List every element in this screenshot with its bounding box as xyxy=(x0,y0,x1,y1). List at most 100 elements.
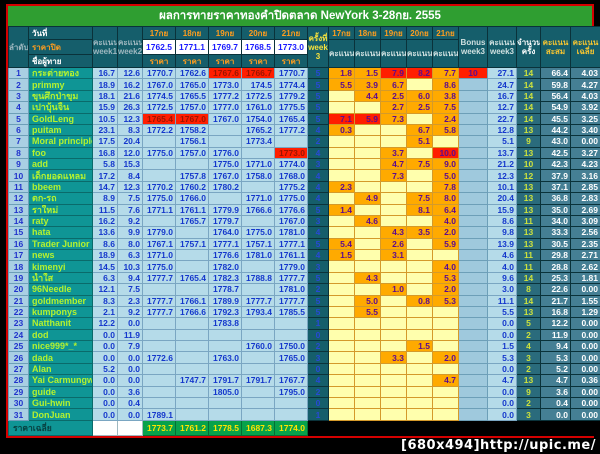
average-score-cell: 0.00 xyxy=(570,283,600,296)
day-score-cell xyxy=(406,248,433,262)
col-header-times: ครั้งที่ week 3 xyxy=(307,26,329,68)
price-cell xyxy=(142,385,176,398)
bonus-cell xyxy=(458,351,488,364)
col-header-name: ชื่อผู้ทาย xyxy=(28,54,93,68)
price-cell xyxy=(175,396,209,410)
total-score-cell: 42.5 xyxy=(540,146,571,160)
price-cell: 1781.0 xyxy=(241,248,275,262)
day-header: 18กย xyxy=(354,26,381,40)
count-cell: 11 xyxy=(516,214,541,228)
day-score-cell xyxy=(354,157,381,171)
count-cell: 13 xyxy=(516,374,541,387)
total-score-cell: 66.4 xyxy=(540,66,571,80)
bonus-cell xyxy=(458,385,488,398)
table-header: ลำดับ วันที่ คะแนน week1 คะแนน week2 17ก… xyxy=(8,26,600,68)
average-score-cell: 3.25 xyxy=(570,112,600,125)
name-cell: hata xyxy=(28,226,93,239)
price-cell: 1791.7 xyxy=(241,374,275,387)
day-score-cell xyxy=(354,374,381,387)
price-cell xyxy=(175,260,209,273)
no-cell: 22 xyxy=(8,305,29,319)
no-cell: 6 xyxy=(8,123,29,137)
day-score-cell xyxy=(328,294,355,307)
week1-score-cell: 0.0 xyxy=(92,385,118,398)
total-score-cell: 3.6 xyxy=(540,385,571,398)
week2-score-cell: 0.0 xyxy=(117,362,143,376)
price-cell xyxy=(142,169,176,182)
price-cell xyxy=(208,362,242,376)
count-cell: 9 xyxy=(516,135,541,148)
average-price-cell: 1778.5 xyxy=(208,420,242,436)
price-cell xyxy=(175,362,209,376)
average-score-cell: 0.36 xyxy=(570,374,600,387)
week3-score-cell: 21.2 xyxy=(487,157,517,171)
average-score-cell: 2.62 xyxy=(570,260,600,273)
total-score-cell: 42.3 xyxy=(540,157,571,171)
count-cell: 14 xyxy=(516,112,541,125)
close-price-cell: 1768.5 xyxy=(241,39,275,55)
price-cell: 1777.7 xyxy=(274,294,308,307)
price-label: ราคา xyxy=(241,54,275,68)
average-price-cell: 1773.7 xyxy=(142,420,176,436)
total-score-cell: 0.4 xyxy=(540,396,571,410)
times-cell: 5 xyxy=(307,112,329,125)
price-cell: 1776.6 xyxy=(274,203,308,216)
day-header: 17กย xyxy=(142,26,176,40)
price-cell: 1775.5 xyxy=(274,101,308,114)
day-header: 17กย xyxy=(328,26,355,40)
day-score-cell: 7.1 xyxy=(328,112,355,125)
total-score-cell: 44.2 xyxy=(540,123,571,137)
name-cell: Alan xyxy=(28,362,93,376)
page-title: ผลการทายราคาทองคำปิดตลาด NewYork 3-28กย.… xyxy=(8,6,592,26)
week3-score-cell: 5.5 xyxy=(487,305,517,319)
price-cell: 1774.0 xyxy=(274,157,308,171)
week2-score-cell: 16.2 xyxy=(117,78,143,91)
price-cell: 1776.0 xyxy=(208,146,242,160)
times-cell: 5 xyxy=(307,66,329,80)
week2-score-cell: 0.4 xyxy=(117,396,143,410)
average-score-cell: 4.27 xyxy=(570,78,600,91)
price-cell: 1763.0 xyxy=(208,351,242,364)
total-score-cell: 59.8 xyxy=(540,78,571,91)
name-cell: foo xyxy=(28,146,93,160)
day-score-cell: 2.6 xyxy=(380,237,407,251)
times-cell: 3 xyxy=(307,214,329,228)
price-cell xyxy=(175,385,209,398)
col-header-bonus: Bonus week3 xyxy=(458,26,488,68)
week1-score-cell: 8.6 xyxy=(92,237,118,251)
day-score-cell xyxy=(432,328,459,342)
count-cell: 14 xyxy=(516,101,541,114)
price-cell: 1777.7 xyxy=(274,271,308,285)
week3-score-cell: 15.9 xyxy=(487,203,517,216)
day-score-cell: 6.0 xyxy=(406,89,433,103)
price-cell: 1792.3 xyxy=(208,305,242,319)
week2-score-cell: 20.4 xyxy=(117,135,143,148)
price-cell: 1765.2 xyxy=(241,123,275,137)
count-cell: 2 xyxy=(516,396,541,410)
name-cell: bbeem xyxy=(28,180,93,194)
count-cell: 13 xyxy=(516,180,541,194)
price-cell: 1775.0 xyxy=(142,260,176,273)
day-score-cell xyxy=(328,260,355,273)
close-price-cell: 1762.5 xyxy=(142,39,176,55)
day-score-cell xyxy=(328,283,355,296)
day-score-cell xyxy=(432,385,459,398)
times-cell: 5 xyxy=(307,271,329,285)
day-score-cell: 0.8 xyxy=(406,294,433,307)
price-cell: 1760.0 xyxy=(241,339,275,353)
price-cell: 1762.6 xyxy=(175,66,209,80)
table-row: 8 foo 16.8 12.0 1775.0 1757.0 1776.0 1773.0 4 3.7… xyxy=(8,146,600,160)
week2-score-cell: 0.0 xyxy=(117,408,143,421)
times-cell: 5 xyxy=(307,203,329,216)
week3-score-cell: 12.7 xyxy=(487,101,517,114)
times-cell: 5 xyxy=(307,237,329,251)
day-score-cell xyxy=(354,408,381,421)
table-row: 9 add 5.8 15.3 1775.0 1771.0 1774.0 3 4.7 7.5 9.0 2… xyxy=(8,157,600,171)
price-cell xyxy=(175,339,209,353)
bonus-cell xyxy=(458,135,488,148)
week1-score-cell: 10.5 xyxy=(92,112,118,125)
day-score-cell: 7.5 xyxy=(432,101,459,114)
week1-score-cell: 23.1 xyxy=(92,123,118,137)
bonus-cell xyxy=(458,123,488,137)
week3-score-cell: 8.6 xyxy=(487,214,517,228)
